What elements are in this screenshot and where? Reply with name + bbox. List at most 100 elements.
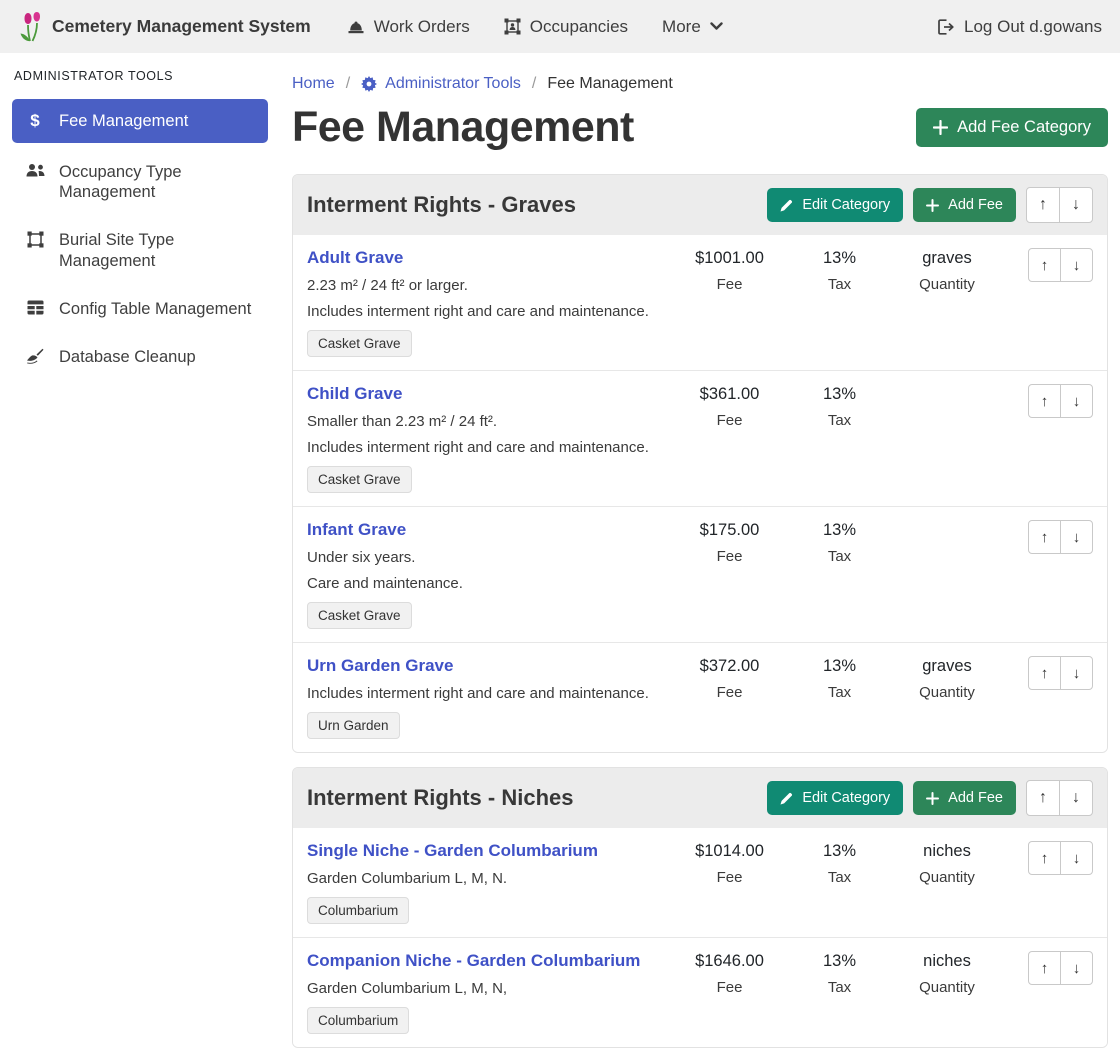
logout-link[interactable]: Log Out d.gowans [937,17,1102,37]
fee-tax-label: Tax [827,979,852,996]
breadcrumb-separator: / [531,75,537,92]
fee-tax-column: 13% Tax [792,656,887,739]
fee-category-card: Interment Rights - Niches Edit Category … [292,767,1108,1048]
fee-move-up-button[interactable]: ↑ [1028,656,1061,690]
sidebar-item-config-table[interactable]: Config Table Management [12,290,268,328]
fee-amount: $1001.00 [695,249,764,267]
add-fee-category-label: Add Fee Category [957,118,1091,136]
sidebar-item-burial-site-type[interactable]: Burial Site Type Management [12,221,268,279]
fee-move-up-button[interactable]: ↑ [1028,384,1061,418]
add-fee-category-button[interactable]: Add Fee Category [916,108,1108,147]
fee-type-badge: Columbarium [307,897,410,924]
category-move-down-button[interactable]: ↓ [1059,187,1093,223]
logout-label: Log Out d.gowans [964,16,1102,36]
fee-tax-label: Tax [827,276,852,293]
fee-move-down-button[interactable]: ↓ [1060,656,1093,690]
fee-amount: $175.00 [699,521,760,539]
fee-description-1: Includes interment right and care and ma… [307,685,649,702]
plus-icon [933,120,949,135]
sidebar-item-database-cleanup[interactable]: Database Cleanup [12,338,268,376]
fee-quantity-column [887,520,1007,629]
fee-tax-column: 13% Tax [792,520,887,629]
fee-amount: $1014.00 [695,842,764,860]
fee-name-link[interactable]: Child Grave [307,384,403,403]
fee-info: Single Niche - Garden Columbarium Garden… [307,841,667,924]
breadcrumb-admin-tools-link[interactable]: Administrator Tools [361,75,521,93]
fee-amount-label: Fee [716,276,743,293]
fee-move-up-button[interactable]: ↑ [1028,520,1061,554]
fee-amount-column: $1001.00 Fee [667,248,792,357]
fee-move-down-button[interactable]: ↓ [1060,248,1093,282]
sidebar-item-fee-management[interactable]: $ Fee Management [12,99,268,144]
fee-reorder-group: ↑ ↓ [1007,248,1093,282]
fee-tax: 13% [822,521,857,539]
fee-quantity-label: Quantity [919,979,975,996]
fee-tax-column: 13% Tax [792,248,887,357]
fee-type-badge: Columbarium [307,1007,410,1034]
top-navbar: Cemetery Management System Work Orders O [0,0,1120,53]
fee-name-link[interactable]: Infant Grave [307,520,407,539]
fee-move-down-button[interactable]: ↓ [1060,951,1093,985]
fee-quantity-column: niches Quantity [887,951,1007,1034]
nav-occupancies[interactable]: Occupancies [504,17,628,37]
fee-name-link[interactable]: Companion Niche - Garden Columbarium [307,951,641,970]
category-move-up-button[interactable]: ↑ [1026,780,1060,816]
app-brand[interactable]: Cemetery Management System [18,11,311,42]
add-fee-button[interactable]: Add Fee [913,188,1016,222]
fee-quantity-label: Quantity [919,869,975,886]
dollar-icon: $ [30,111,40,130]
arrow-up-icon: ↑ [1040,849,1049,867]
fee-description-1: Under six years. [307,549,416,566]
fee-amount: $372.00 [699,657,760,675]
add-fee-button[interactable]: Add Fee [913,781,1016,815]
sign-out-icon [937,18,955,35]
fee-amount-column: $372.00 Fee [667,656,792,739]
sidebar-item-occupancy-type[interactable]: Occupancy Type Management [12,153,268,211]
breadcrumb-current: Fee Management [547,75,673,92]
arrow-down-icon: ↓ [1072,789,1080,806]
fee-type-badge: Casket Grave [307,466,412,493]
arrow-up-icon: ↑ [1039,789,1047,806]
fee-move-up-button[interactable]: ↑ [1028,248,1061,282]
fee-name-link[interactable]: Adult Grave [307,248,404,267]
fee-name-link[interactable]: Single Niche - Garden Columbarium [307,841,598,860]
breadcrumb-home-label: Home [292,75,335,92]
fee-tax: 13% [822,952,857,970]
fee-tax-column: 13% Tax [792,951,887,1034]
fee-move-down-button[interactable]: ↓ [1060,520,1093,554]
category-move-down-button[interactable]: ↓ [1059,780,1093,816]
fee-tax-label: Tax [827,412,852,429]
edit-category-button[interactable]: Edit Category [767,188,904,222]
arrow-up-icon: ↑ [1040,256,1049,274]
fee-move-down-button[interactable]: ↓ [1060,841,1093,875]
hard-hat-icon [347,19,365,35]
app-title: Cemetery Management System [52,16,311,36]
fee-row: Single Niche - Garden Columbarium Garden… [293,828,1107,938]
fee-description-2: Includes interment right and care and ma… [307,439,649,456]
arrow-up-icon: ↑ [1040,959,1049,977]
fee-info: Adult Grave 2.23 m² / 24 ft² or larger. … [307,248,667,357]
fee-move-up-button[interactable]: ↑ [1028,841,1061,875]
fee-quantity-label: Quantity [919,276,975,293]
nav-work-orders[interactable]: Work Orders [347,17,470,37]
fee-description-2: Includes interment right and care and ma… [307,303,649,320]
edit-category-label: Edit Category [802,197,891,213]
chevron-down-icon [710,22,723,31]
category-move-up-button[interactable]: ↑ [1026,187,1060,223]
nav-more-label: More [662,16,701,36]
breadcrumb-separator: / [345,75,351,92]
fee-move-up-button[interactable]: ↑ [1028,951,1061,985]
edit-category-label: Edit Category [802,790,891,806]
main-content: Home / Administrator Tools / Fee Managem… [280,53,1120,1062]
sidebar-item-label: Database Cleanup [59,347,196,366]
nav-more-dropdown[interactable]: More [662,17,723,37]
breadcrumb-home-link[interactable]: Home [292,75,335,93]
fee-tax: 13% [822,657,857,675]
fee-name-link[interactable]: Urn Garden Grave [307,656,454,675]
add-fee-label: Add Fee [948,790,1003,806]
fee-quantity: niches [923,952,971,970]
edit-category-button[interactable]: Edit Category [767,781,904,815]
fee-move-down-button[interactable]: ↓ [1060,384,1093,418]
add-fee-label: Add Fee [948,197,1003,213]
fee-row: Urn Garden Grave Includes interment righ… [293,643,1107,752]
